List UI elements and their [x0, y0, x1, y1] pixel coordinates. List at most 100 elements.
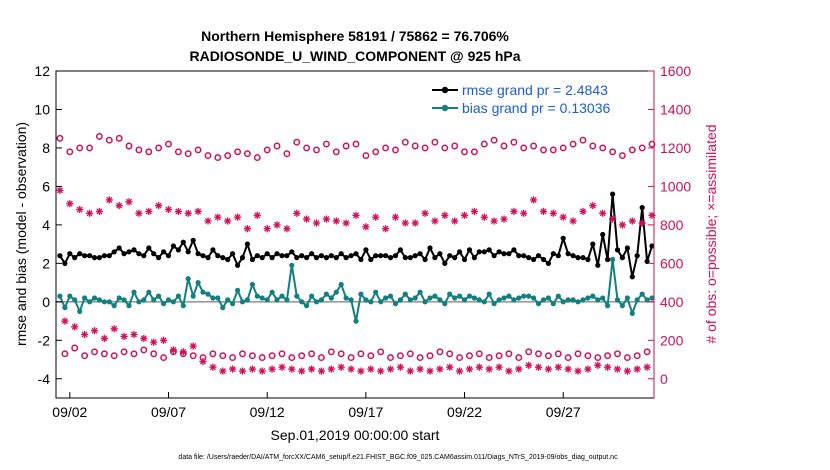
assimilated-point-95-stroke-3 — [525, 362, 532, 369]
bias-point-0 — [57, 293, 63, 299]
rmse-point-20 — [156, 255, 162, 261]
bias-point-99 — [545, 295, 552, 301]
assimilated-point-6 — [86, 209, 94, 217]
assimilated-point-36 — [234, 213, 242, 221]
possible-point-72 — [411, 142, 419, 150]
bias-point-59 — [348, 297, 354, 303]
assimilated-point-63-stroke-3 — [367, 366, 374, 373]
rmse-point-66 — [383, 253, 389, 259]
rmse-point-102 — [560, 235, 566, 241]
rmse-point-81 — [457, 249, 463, 255]
possible-point-76 — [431, 138, 439, 146]
possible-point-79 — [446, 350, 454, 358]
assimilated-point-45 — [278, 363, 286, 371]
rmse-point-46 — [284, 253, 290, 259]
bias-point-60 — [353, 318, 359, 324]
assimilated-point-86-stroke-3 — [481, 214, 488, 221]
rmse-point-67 — [387, 255, 394, 261]
possible-point-69 — [396, 352, 404, 360]
assimilated-point-10-stroke-3 — [106, 196, 113, 203]
assimilated-point-6-stroke-3 — [86, 210, 93, 217]
bias-point-61 — [358, 291, 364, 297]
possible-point-77 — [436, 348, 444, 356]
bias-point-79 — [447, 291, 453, 297]
bias-point-22 — [165, 297, 172, 303]
possible-point-11 — [110, 352, 118, 360]
possible-point-44 — [273, 142, 281, 150]
assimilated-point-14 — [125, 198, 133, 206]
possible-point-101 — [554, 350, 562, 358]
bias-point-109 — [595, 297, 601, 303]
assimilated-point-61 — [357, 367, 365, 375]
y-right-tick-label-0: 0 — [660, 371, 668, 387]
x-tick-label-5: 09/27 — [546, 404, 581, 420]
possible-point-92 — [510, 138, 518, 146]
assimilated-point-112-stroke-3 — [609, 216, 616, 223]
assimilated-point-113 — [613, 365, 622, 373]
assimilated-point-85-stroke-3 — [476, 364, 483, 371]
bias-point-44 — [274, 297, 280, 303]
assimilated-point-62-stroke-3 — [362, 223, 369, 230]
assimilated-point-29-stroke-3 — [199, 358, 207, 365]
rmse-point-27 — [190, 237, 196, 243]
possible-point-64 — [372, 148, 380, 156]
possible-point-120 — [648, 140, 656, 148]
assimilated-point-44 — [273, 221, 281, 229]
assimilated-point-59-stroke-3 — [348, 366, 355, 373]
possible-point-9 — [100, 350, 108, 358]
assimilated-point-76 — [431, 217, 439, 225]
assimilated-point-7 — [90, 327, 99, 335]
rmse-point-42 — [264, 251, 270, 257]
rmse-point-100 — [550, 251, 556, 257]
bias-point-114 — [619, 303, 626, 309]
assimilated-point-40 — [253, 211, 261, 219]
rmse-point-15 — [131, 247, 137, 253]
assimilated-point-76-stroke-3 — [431, 217, 438, 225]
bias-point-43 — [269, 289, 275, 295]
possible-point-93 — [515, 354, 523, 362]
assimilated-point-39-stroke-3 — [249, 366, 256, 373]
rmse-point-94 — [521, 253, 527, 259]
bias-point-17 — [141, 297, 147, 303]
rmse-point-29 — [200, 253, 206, 259]
rmse-point-56 — [333, 255, 339, 261]
assimilated-point-27 — [189, 342, 197, 350]
bias-point-117 — [634, 297, 640, 303]
assimilated-point-8 — [95, 207, 103, 215]
rmse-point-44 — [274, 251, 280, 257]
assimilated-point-114-stroke-3 — [619, 221, 626, 228]
assimilated-point-31-stroke-3 — [209, 364, 216, 371]
x-tick-label-1: 09/07 — [151, 404, 186, 420]
assimilated-point-43-stroke-3 — [269, 366, 276, 373]
assimilated-point-88-stroke-3 — [491, 217, 498, 225]
possible-point-59 — [347, 354, 355, 362]
y-left-tick-label-1: -2 — [38, 332, 51, 348]
possible-point-10 — [105, 136, 113, 144]
assimilated-point-48 — [293, 209, 301, 217]
possible-point-84 — [470, 148, 478, 156]
legend-bias-label: bias grand pr = 0.13036 — [462, 100, 610, 116]
bias-point-63 — [368, 299, 374, 305]
assimilated-point-17 — [140, 334, 148, 342]
bias-point-71 — [407, 297, 413, 303]
assimilated-point-77-stroke-3 — [436, 366, 443, 373]
possible-point-91 — [505, 350, 513, 358]
assimilated-point-15-stroke-3 — [130, 331, 137, 338]
assimilated-point-74-stroke-3 — [422, 210, 429, 217]
assimilated-point-17-stroke-3 — [140, 335, 147, 342]
possible-point-98 — [540, 146, 547, 154]
rmse-point-51 — [309, 251, 315, 257]
assimilated-point-42 — [263, 225, 271, 233]
plot-area: -4 -2 0 2 4 6 8 10 12 0 200 400 600 800 1000 1200 1400 16… — [34, 63, 691, 420]
possible-point-78 — [441, 144, 449, 152]
bias-point-10 — [106, 299, 112, 305]
bias-point-26 — [185, 276, 191, 282]
assimilated-point-32 — [214, 213, 222, 221]
bias-point-104 — [570, 297, 576, 303]
rmse-point-32 — [215, 253, 221, 259]
possible-point-113 — [614, 350, 621, 358]
assimilated-point-98-stroke-3 — [540, 208, 547, 215]
possible-point-95 — [525, 348, 533, 356]
bias-point-1 — [62, 305, 68, 311]
assimilated-point-51 — [308, 365, 316, 373]
